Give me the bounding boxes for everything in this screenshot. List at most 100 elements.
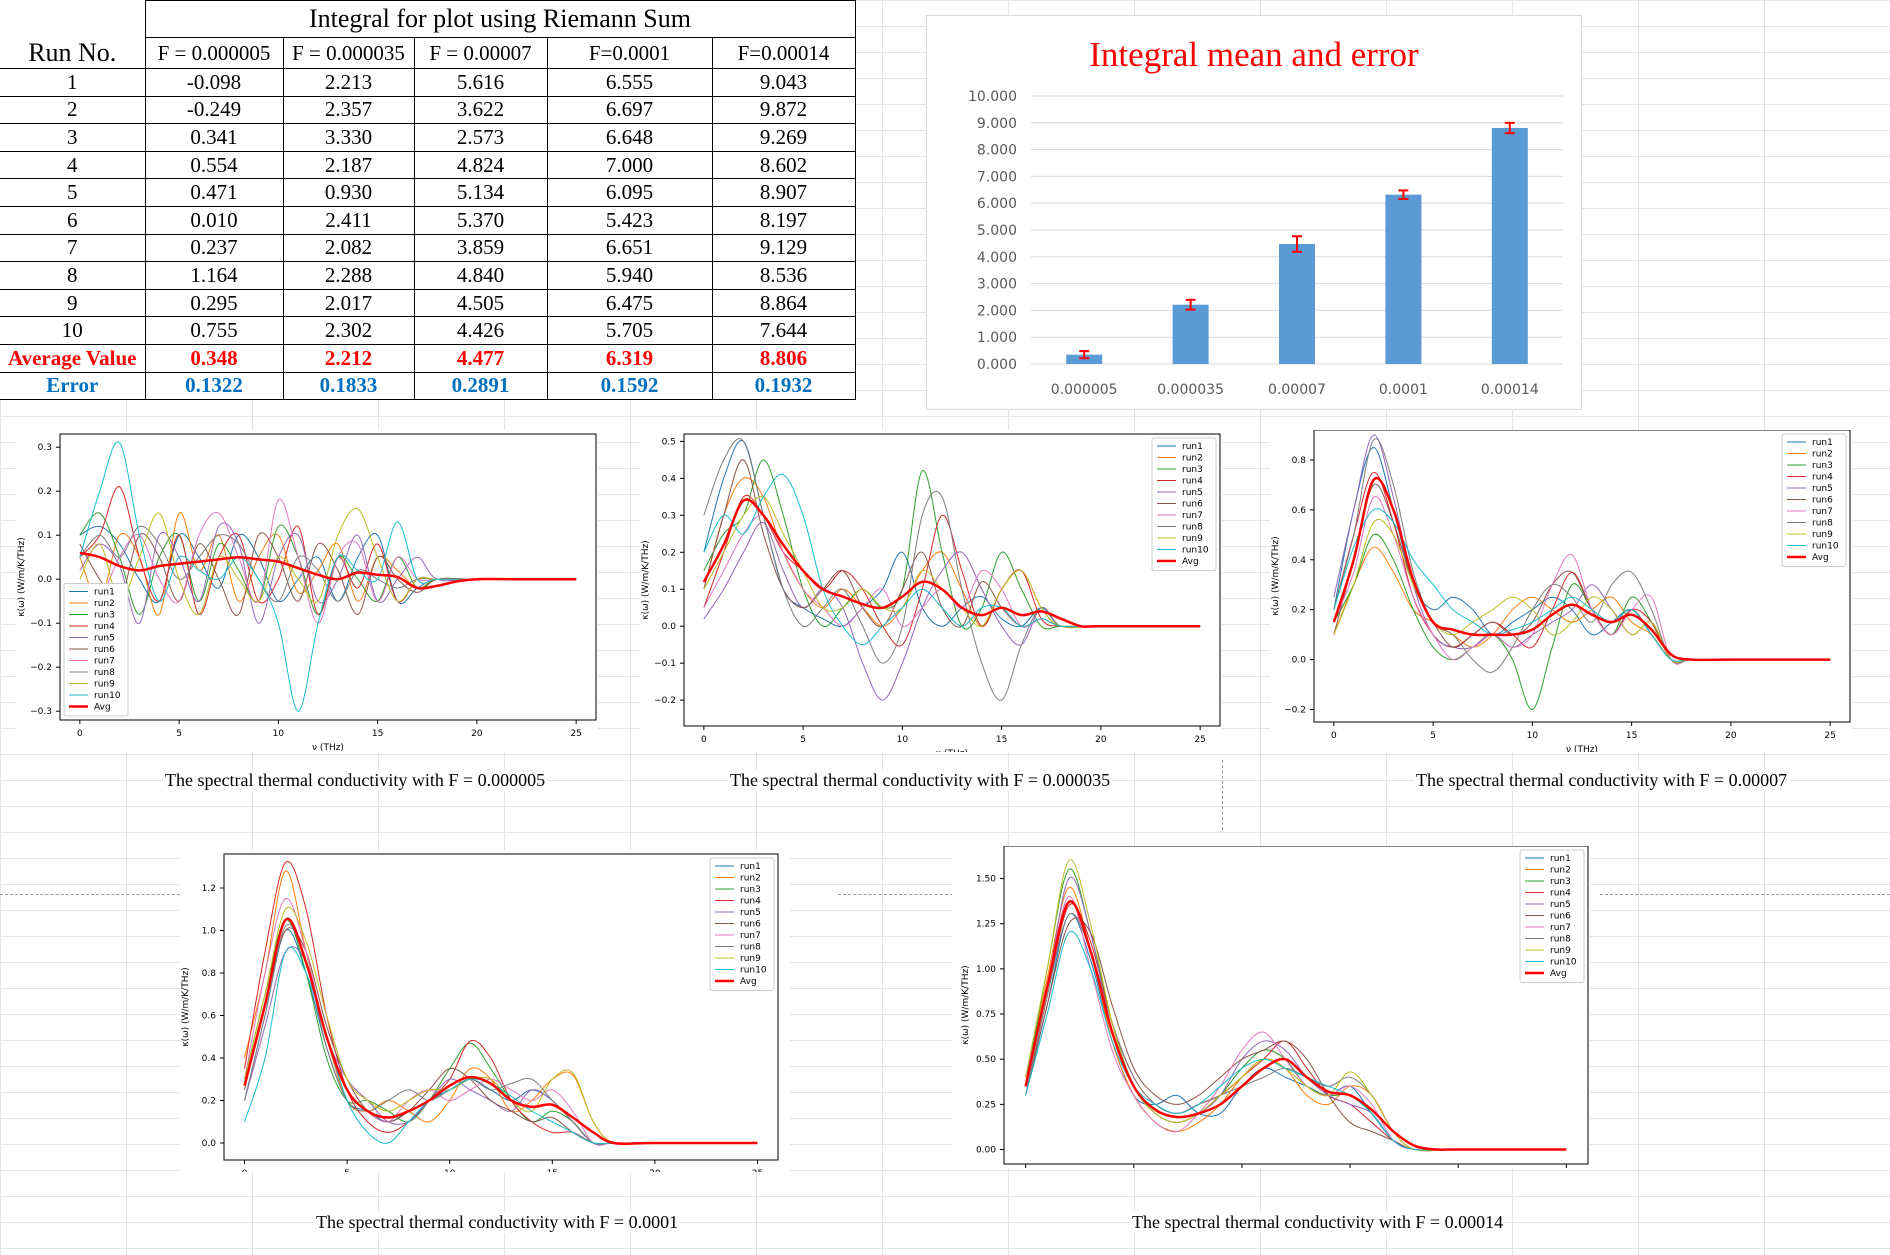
table-cell: 4.824: [413, 150, 548, 180]
table-cell: 0.1592: [546, 371, 713, 401]
legend-entry: run8: [740, 943, 761, 953]
y-tick-label: 1.000: [977, 330, 1017, 346]
y-tick-label: 5.000: [977, 223, 1017, 239]
legend-box: [1519, 849, 1585, 983]
y-tick-label: 1.2: [202, 884, 216, 894]
table-cell: 5.705: [546, 316, 713, 345]
series-line-run1: [1333, 446, 1831, 662]
table-cell: 0.2891: [413, 371, 548, 401]
table-cell: 3.859: [413, 233, 548, 263]
y-axis-label: κ(ω) (W/m/K/THz): [181, 967, 191, 1046]
plot-caption: The spectral thermal conductivity with F…: [1414, 770, 1790, 791]
legend-entry: run6: [1812, 496, 1833, 506]
series-group: [79, 441, 577, 712]
table-cell: 4.840: [413, 261, 548, 290]
series-line-avg: [243, 917, 758, 1146]
table-cell: 6.475: [546, 288, 713, 318]
legend-entry: run4: [1550, 889, 1571, 899]
series-line-avg: [702, 498, 1201, 628]
legend-entry: run10: [1550, 958, 1577, 968]
y-tick-label: 0.2: [202, 1097, 216, 1107]
series-line-run6: [1025, 917, 1567, 1151]
x-axis-label: ν (THz): [936, 749, 968, 752]
row-label: 10: [0, 316, 146, 345]
x-tick-label: 15: [372, 729, 383, 739]
sheet-dashed-divider: [1222, 760, 1223, 830]
legend-entry: run5: [740, 908, 761, 918]
series-line-run2: [1025, 887, 1567, 1152]
legend-entry: run3: [1182, 465, 1203, 475]
sheet-dashed-divider: [0, 894, 180, 895]
x-tick-label: 5: [176, 729, 182, 739]
legend-box: [709, 857, 775, 991]
series-line-run5: [703, 522, 1201, 701]
series-line-run10: [703, 473, 1201, 646]
y-axis-label: κ(ω) (W/m/K/THz): [17, 537, 27, 616]
table-cell: 2.302: [282, 316, 415, 345]
legend-entry: run1: [94, 588, 115, 598]
series-line-run2: [79, 512, 577, 616]
x-tick-label: 0.00014: [1481, 382, 1539, 398]
table-cell: 6.555: [546, 68, 713, 97]
f-header: F = 0.000005: [144, 37, 284, 69]
legend-entry: run1: [1550, 854, 1571, 864]
table-cell: 2.082: [282, 233, 415, 263]
y-tick-label: 8.000: [977, 143, 1017, 159]
table-row: 7 0.237 2.082 3.859 6.651 9.129: [0, 233, 856, 263]
bar: [1172, 304, 1209, 364]
series-group: [1332, 434, 1831, 711]
table-cell: 2.213: [282, 68, 415, 97]
table-cell: 4.426: [413, 316, 548, 345]
x-tick-label: 15: [1626, 731, 1637, 741]
plot-panel-f-0-00007: 0 5 10 15 20 25 −0.2 0.0 0.2 0.4 0.6 0.8 ν (THz) κ(ω)…: [1270, 429, 1852, 755]
table-cell: 0.010: [144, 205, 284, 235]
y-tick-label: −0.2: [1284, 706, 1306, 716]
legend-entry: run7: [94, 657, 115, 667]
legend-entry: run7: [1550, 923, 1571, 933]
legend-entry: Avg: [1550, 969, 1567, 979]
f-header: F = 0.000035: [282, 37, 415, 69]
x-tick-label: 0: [701, 735, 707, 745]
error-bar: [1398, 189, 1409, 200]
series-group: [243, 860, 758, 1146]
table-cell: 2.187: [282, 150, 415, 180]
x-tick-label: 0.000035: [1157, 382, 1224, 398]
plot-frame: [1313, 429, 1851, 723]
sheet-dashed-divider: [1600, 894, 1890, 895]
table-cell: 5.423: [546, 205, 713, 235]
table-cell: 0.348: [144, 343, 284, 373]
legend-entry: run1: [1812, 438, 1833, 448]
legend-entry: run5: [1550, 900, 1571, 910]
legend-entry: run9: [94, 680, 115, 690]
spectral-plot-f-0-000005: 0 5 10 15 20 25 −0.3 −0.2 −0.1 0.0 0.1 0.2 0.3 ν (THz…: [17, 433, 597, 753]
legend-entry: run6: [1182, 500, 1203, 510]
legend-entry: run6: [740, 920, 761, 930]
x-tick-label: 5: [344, 1169, 350, 1172]
x-tick-label: 25: [570, 729, 581, 739]
y-tick-label: 1.50: [976, 875, 996, 885]
y-tick-label: 0.0: [202, 1139, 217, 1149]
legend-entry: run4: [94, 622, 115, 632]
y-tick-label: 0.2: [38, 487, 52, 497]
series-line-run7: [244, 898, 758, 1146]
plot-frame: [59, 433, 597, 721]
legend-entry: Avg: [740, 977, 757, 987]
y-tick-label: 0.8: [202, 969, 217, 979]
x-tick-label: 15: [547, 1169, 558, 1172]
series-line-run5: [244, 946, 758, 1146]
table-cell: 0.341: [144, 123, 284, 152]
series-line-run7: [703, 514, 1201, 628]
y-tick-label: 0.1: [662, 585, 676, 595]
series-line-run8: [703, 438, 1201, 701]
x-tick-label: 10: [273, 729, 285, 739]
error-bar: [1292, 235, 1302, 253]
legend-entry: run8: [1550, 935, 1571, 945]
y-tick-label: 0.25: [976, 1100, 996, 1110]
run-number-header: Run No.: [0, 37, 146, 69]
plot-panel-f-0-000035: 0 5 10 15 20 25 −0.2 −0.1 0.0 0.1 0.2 0.3 0.4 0.5 ν (T…: [640, 430, 1222, 759]
error-row: Error 0.1322 0.1833 0.2891 0.1592 0.1932: [0, 371, 856, 401]
bar: [1385, 194, 1422, 364]
x-tick-label: 20: [1095, 735, 1107, 745]
x-tick-label: 5: [800, 735, 806, 745]
row-label: 1: [0, 68, 146, 97]
